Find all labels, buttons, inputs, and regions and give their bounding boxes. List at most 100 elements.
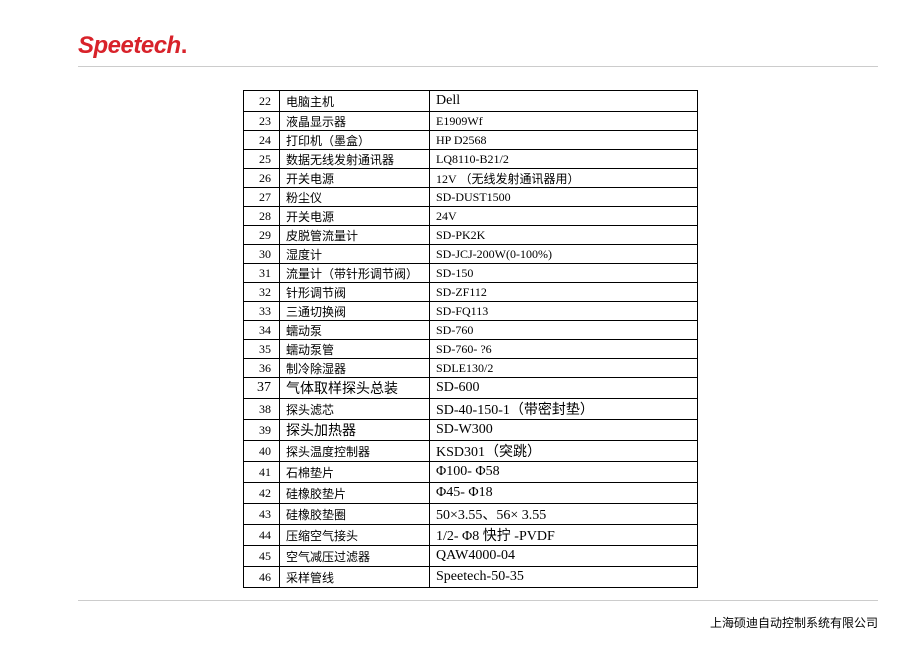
spec-table-container: 22电脑主机Dell23液晶显示器E1909Wf24打印机（墨盒）HP D256…: [243, 90, 697, 588]
table-row: 23液晶显示器E1909Wf: [244, 112, 698, 131]
row-number: 36: [244, 359, 280, 378]
row-number: 25: [244, 150, 280, 169]
row-number: 33: [244, 302, 280, 321]
footer-rule: [78, 600, 878, 601]
row-model: SD-DUST1500: [430, 188, 698, 207]
table-row: 40探头温度控制器KSD301（突跳）: [244, 441, 698, 462]
row-name: 湿度计: [280, 245, 430, 264]
row-number: 34: [244, 321, 280, 340]
row-name: 空气减压过滤器: [280, 546, 430, 567]
logo-text: Speetech: [78, 32, 181, 59]
row-model: SD-760: [430, 321, 698, 340]
table-row: 37气体取样探头总装SD-600: [244, 378, 698, 399]
row-number: 32: [244, 283, 280, 302]
row-model: SDLE130/2: [430, 359, 698, 378]
row-name: 探头滤芯: [280, 399, 430, 420]
row-name: 粉尘仪: [280, 188, 430, 207]
row-number: 26: [244, 169, 280, 188]
row-number: 42: [244, 483, 280, 504]
row-number: 39: [244, 420, 280, 441]
table-row: 27粉尘仪SD-DUST1500: [244, 188, 698, 207]
row-number: 40: [244, 441, 280, 462]
row-model: Speetech-50-35: [430, 567, 698, 588]
row-model: SD-ZF112: [430, 283, 698, 302]
row-model: Φ100- Φ58: [430, 462, 698, 483]
table-row: 33三通切换阀SD-FQ113: [244, 302, 698, 321]
row-name: 探头加热器: [280, 420, 430, 441]
row-name: 石棉垫片: [280, 462, 430, 483]
table-row: 32针形调节阀SD-ZF112: [244, 283, 698, 302]
table-row: 45空气减压过滤器QAW4000-04: [244, 546, 698, 567]
row-name: 硅橡胶垫片: [280, 483, 430, 504]
table-row: 43硅橡胶垫圈50×3.55、56× 3.55: [244, 504, 698, 525]
row-name: 硅橡胶垫圈: [280, 504, 430, 525]
table-row: 42硅橡胶垫片Φ45- Φ18: [244, 483, 698, 504]
row-name: 开关电源: [280, 207, 430, 226]
row-number: 31: [244, 264, 280, 283]
table-row: 26开关电源12V （无线发射通讯器用）: [244, 169, 698, 188]
table-row: 30湿度计SD-JCJ-200W(0-100%): [244, 245, 698, 264]
row-name: 探头温度控制器: [280, 441, 430, 462]
table-row: 35蠕动泵管SD-760- ?6: [244, 340, 698, 359]
row-number: 46: [244, 567, 280, 588]
row-name: 蠕动泵管: [280, 340, 430, 359]
row-model: KSD301（突跳）: [430, 441, 698, 462]
row-name: 流量计（带针形调节阀）: [280, 264, 430, 283]
table-row: 41石棉垫片Φ100- Φ58: [244, 462, 698, 483]
row-number: 23: [244, 112, 280, 131]
row-model: SD-PK2K: [430, 226, 698, 245]
row-number: 45: [244, 546, 280, 567]
row-number: 22: [244, 91, 280, 112]
row-number: 38: [244, 399, 280, 420]
row-model: QAW4000-04: [430, 546, 698, 567]
row-number: 29: [244, 226, 280, 245]
row-name: 皮脱管流量计: [280, 226, 430, 245]
row-name: 针形调节阀: [280, 283, 430, 302]
row-model: SD-150: [430, 264, 698, 283]
row-model: SD-W300: [430, 420, 698, 441]
row-model: Dell: [430, 91, 698, 112]
row-model: SD-760- ?6: [430, 340, 698, 359]
row-model: E1909Wf: [430, 112, 698, 131]
table-row: 46采样管线Speetech-50-35: [244, 567, 698, 588]
table-row: 38探头滤芯SD-40-150-1（带密封垫）: [244, 399, 698, 420]
row-number: 24: [244, 131, 280, 150]
row-name: 气体取样探头总装: [280, 378, 430, 399]
row-name: 制冷除湿器: [280, 359, 430, 378]
row-number: 37: [244, 378, 280, 399]
row-name: 液晶显示器: [280, 112, 430, 131]
header-rule: [78, 66, 878, 67]
table-row: 29皮脱管流量计SD-PK2K: [244, 226, 698, 245]
row-model: SD-JCJ-200W(0-100%): [430, 245, 698, 264]
table-row: 28开关电源24V: [244, 207, 698, 226]
row-name: 三通切换阀: [280, 302, 430, 321]
table-row: 44压缩空气接头1/2- Φ8 快拧 -PVDF: [244, 525, 698, 546]
row-model: 50×3.55、56× 3.55: [430, 504, 698, 525]
table-row: 39探头加热器SD-W300: [244, 420, 698, 441]
row-model: SD-600: [430, 378, 698, 399]
logo-dot: .: [181, 32, 187, 59]
row-model: SD-40-150-1（带密封垫）: [430, 399, 698, 420]
row-number: 35: [244, 340, 280, 359]
row-model: LQ8110-B21/2: [430, 150, 698, 169]
brand-logo: Speetech.: [78, 32, 187, 60]
row-number: 27: [244, 188, 280, 207]
table-row: 24打印机（墨盒）HP D2568: [244, 131, 698, 150]
table-row: 31流量计（带针形调节阀）SD-150: [244, 264, 698, 283]
row-name: 开关电源: [280, 169, 430, 188]
row-number: 41: [244, 462, 280, 483]
row-name: 压缩空气接头: [280, 525, 430, 546]
table-row: 34蠕动泵SD-760: [244, 321, 698, 340]
row-model: Φ45- Φ18: [430, 483, 698, 504]
table-row: 25数据无线发射通讯器LQ8110-B21/2: [244, 150, 698, 169]
table-row: 22电脑主机Dell: [244, 91, 698, 112]
row-name: 蠕动泵: [280, 321, 430, 340]
row-name: 打印机（墨盒）: [280, 131, 430, 150]
row-model: HP D2568: [430, 131, 698, 150]
company-footer: 上海硕迪自动控制系统有限公司: [710, 614, 878, 631]
row-name: 电脑主机: [280, 91, 430, 112]
row-model: 12V （无线发射通讯器用）: [430, 169, 698, 188]
row-name: 数据无线发射通讯器: [280, 150, 430, 169]
row-model: 24V: [430, 207, 698, 226]
table-row: 36制冷除湿器SDLE130/2: [244, 359, 698, 378]
